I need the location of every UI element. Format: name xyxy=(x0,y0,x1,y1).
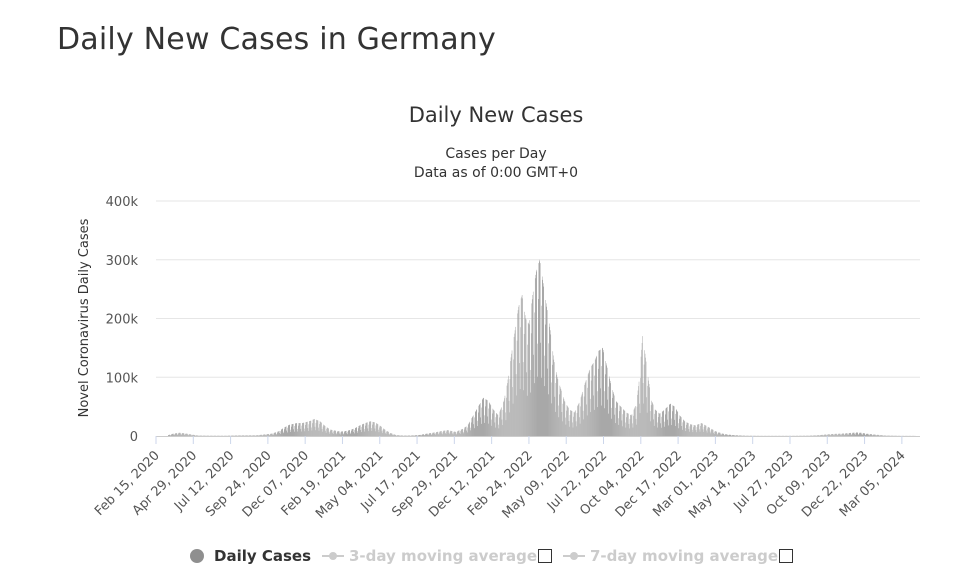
page-title: Daily New Cases in Germany xyxy=(57,22,496,57)
x-tick-label: Sep 24, 2020 xyxy=(203,448,275,520)
x-tick-label: Feb 15, 2020 xyxy=(92,448,163,519)
x-tick-label: Sep 29, 2021 xyxy=(389,448,461,520)
chart-subtitle-line-1: Cases per Day xyxy=(445,146,546,162)
y-tick-label: 100k xyxy=(106,371,139,386)
legend-label: 3-day moving average xyxy=(349,547,538,565)
legend: Daily Cases 3-day moving average 7-day m… xyxy=(0,544,979,568)
y-tick-label: 0 xyxy=(130,430,138,445)
x-tick-label: Dec 12, 2021 xyxy=(426,448,498,520)
x-tick-label: Mar 01, 2023 xyxy=(650,448,722,520)
x-tick-label: Dec 07, 2020 xyxy=(240,448,312,520)
legend-item-3-day-average[interactable]: 3-day moving average xyxy=(322,544,537,568)
checkbox-7-day-average[interactable] xyxy=(779,549,793,563)
legend-label: 7-day moving average xyxy=(590,547,779,565)
legend-item-7-day-average[interactable]: 7-day moving average xyxy=(563,544,778,568)
x-tick-label: Feb 19, 2021 xyxy=(279,448,350,519)
y-axis-label: Novel Coronavirus Daily Cases xyxy=(77,218,92,417)
y-tick-label: 300k xyxy=(106,254,139,269)
chart-title: Daily New Cases xyxy=(409,103,584,127)
chart-subtitle-line-2: Data as of 0:00 GMT+0 xyxy=(414,165,578,181)
y-tick-labels: 0 100k 200k 300k 400k xyxy=(106,195,139,445)
legend-item-daily-cases[interactable]: Daily Cases xyxy=(190,544,311,568)
bars xyxy=(168,259,916,436)
x-tick-label: Dec 22, 2023 xyxy=(799,448,871,520)
circle-marker-icon xyxy=(190,549,204,563)
checkbox-3-day-average[interactable] xyxy=(538,549,552,563)
x-tick-label: Mar 05, 2024 xyxy=(837,448,909,520)
x-tick-label: Dec 17, 2022 xyxy=(613,448,685,520)
legend-label: Daily Cases xyxy=(214,547,312,565)
x-tick-label: Feb 24, 2022 xyxy=(465,448,536,519)
y-tick-label: 400k xyxy=(106,195,139,210)
line-marker-icon xyxy=(322,549,344,563)
y-tick-label: 200k xyxy=(106,313,139,328)
line-marker-icon xyxy=(563,549,585,563)
